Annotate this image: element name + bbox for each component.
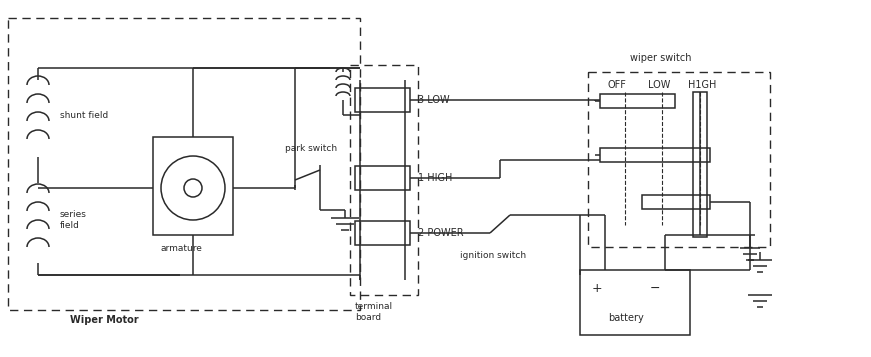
Bar bbox=[580, 270, 690, 335]
Bar bbox=[350, 65, 418, 295]
Text: +: + bbox=[592, 282, 603, 295]
Text: series
field: series field bbox=[60, 210, 87, 230]
Bar bbox=[693, 92, 707, 237]
Text: H1GH: H1GH bbox=[688, 80, 716, 90]
Text: 2 POWER: 2 POWER bbox=[418, 228, 463, 238]
Text: wiper switch: wiper switch bbox=[630, 53, 692, 63]
Bar bbox=[588, 72, 770, 247]
Text: OFF: OFF bbox=[608, 80, 627, 90]
Text: −: − bbox=[650, 282, 660, 295]
Text: terminal
board: terminal board bbox=[355, 302, 393, 322]
Bar bbox=[642, 195, 710, 209]
Text: shunt field: shunt field bbox=[60, 111, 108, 120]
Text: LOW: LOW bbox=[648, 80, 671, 90]
Bar bbox=[153, 137, 233, 235]
Text: 3 LOW: 3 LOW bbox=[418, 95, 449, 105]
Bar bbox=[8, 18, 360, 310]
Text: armature: armature bbox=[160, 243, 202, 252]
Bar bbox=[355, 221, 410, 245]
Bar bbox=[600, 94, 675, 108]
Text: Wiper Motor: Wiper Motor bbox=[70, 315, 138, 325]
Text: 1 HIGH: 1 HIGH bbox=[418, 173, 452, 183]
Bar bbox=[355, 166, 410, 190]
Text: park switch: park switch bbox=[285, 144, 337, 152]
Bar bbox=[600, 148, 710, 162]
Text: ignition switch: ignition switch bbox=[460, 251, 526, 260]
Text: battery: battery bbox=[608, 313, 644, 323]
Bar bbox=[355, 88, 410, 112]
